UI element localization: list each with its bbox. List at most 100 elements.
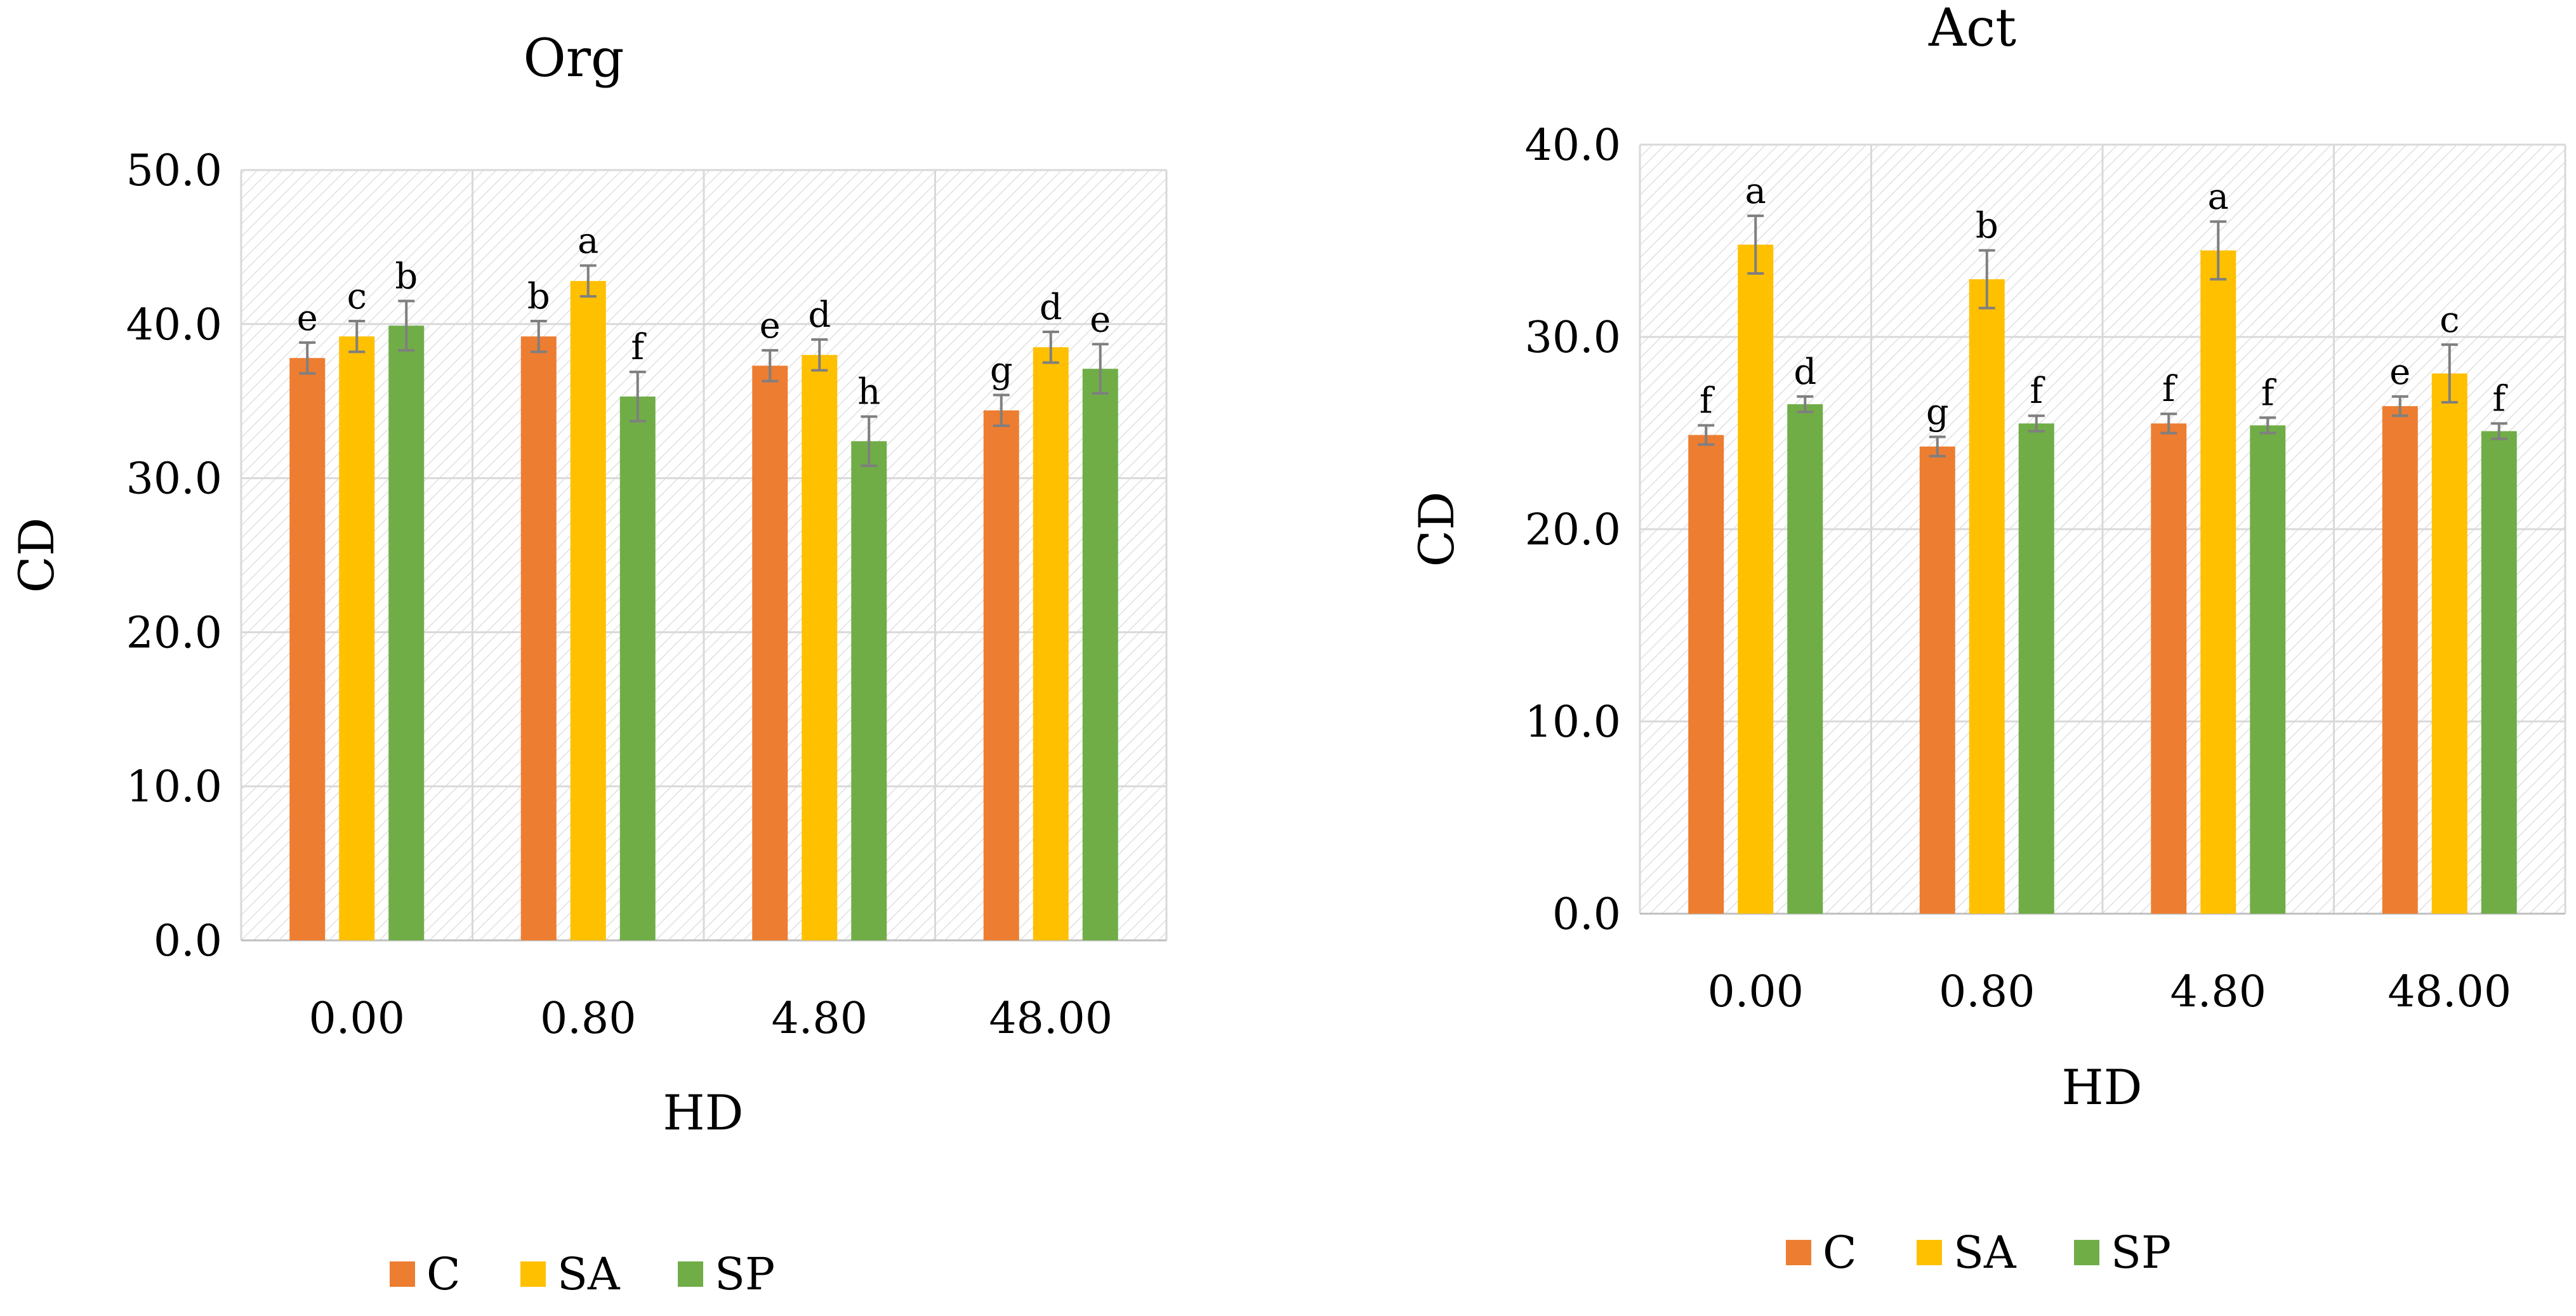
y-tick-label: 40.0 [1525, 121, 1621, 171]
x-tick-label: 0.80 [1939, 967, 2035, 1017]
error-bar-c-3 [993, 393, 1010, 428]
legend-swatch-c [1786, 1240, 1811, 1265]
y-tick-labels: 0.0 10.0 20.0 30.0 40.0 [1525, 121, 1621, 940]
bar-c-3 [2382, 406, 2418, 914]
y-tick-label: 20.0 [126, 608, 222, 658]
error-bar-c-2 [2160, 412, 2177, 435]
bar-c-3 [983, 410, 1019, 940]
chart-title: Act [1928, 0, 2016, 58]
letter-c-3: e [2389, 352, 2410, 393]
error-bar-c-0 [299, 341, 316, 375]
y-tick-label: 10.0 [126, 762, 222, 812]
legend-swatch-c [390, 1261, 415, 1287]
error-bar-sa-2 [811, 338, 828, 372]
letter-sp-2: h [857, 371, 880, 412]
chart-title: Org [524, 29, 624, 89]
x-tick-label: 48.00 [989, 994, 1113, 1044]
y-tick-labels: 0.0 10.0 20.0 30.0 40.0 50.0 [126, 146, 222, 966]
legend-swatch-sp [2074, 1240, 2099, 1265]
letter-c-1: g [1926, 392, 1949, 433]
bar-c-2 [752, 365, 788, 940]
letter-sp-0: b [395, 256, 418, 297]
legend-label-sa: SA [1953, 1227, 2017, 1279]
y-axis-label: CD [8, 517, 65, 593]
bar-c-1 [1919, 446, 1955, 914]
chart-org: Org e b e g c a d d b f h e 0.0 10.0 20.… [8, 29, 1168, 1300]
bar-c-1 [520, 336, 557, 940]
error-bar-sp-0 [1797, 395, 1814, 414]
bar-sp-2 [2250, 425, 2286, 914]
x-tick-label: 0.80 [540, 994, 636, 1044]
bar-sa-0 [1738, 244, 1774, 914]
y-tick-label: 30.0 [1525, 313, 1621, 363]
x-tick-label: 4.80 [2170, 967, 2266, 1017]
x-tick-label: 48.00 [2388, 967, 2511, 1017]
bar-sa-2 [802, 355, 838, 940]
error-bar-sa-2 [2210, 220, 2227, 281]
legend-label-c: C [1823, 1227, 1857, 1279]
letter-sp-0: d [1793, 352, 1816, 393]
error-bars [1698, 214, 2507, 457]
y-tick-label: 0.0 [1552, 890, 1621, 940]
bar-c-0 [1688, 435, 1724, 914]
bar-sp-3 [1082, 369, 1118, 940]
x-tick-labels: 0.00 0.80 4.80 48.00 [309, 994, 1113, 1044]
legend: C SA SP [1786, 1227, 2171, 1279]
letter-c-3: g [990, 350, 1013, 391]
error-bar-sa-1 [1978, 249, 1995, 310]
error-bar-c-0 [1698, 424, 1715, 446]
letter-sa-3: d [1040, 287, 1062, 328]
error-bar-sp-1 [2028, 414, 2045, 433]
error-bar-sa-3 [2441, 343, 2458, 404]
legend-swatch-sa [1917, 1240, 1942, 1265]
bar-sa-1 [570, 280, 606, 940]
letter-sa-1: b [1976, 206, 1998, 247]
bar-sa-3 [2431, 373, 2467, 914]
y-tick-label: 20.0 [1525, 505, 1621, 555]
error-bar-sp-2 [2259, 416, 2276, 435]
letter-sa-2: a [2208, 176, 2229, 218]
error-bar-c-1 [530, 319, 547, 353]
letter-c-2: e [760, 305, 781, 346]
chart-act: Act f g f e a b a c d f f f 0.0 10.0 20.… [1408, 0, 2566, 1279]
legend-label-sp: SP [715, 1248, 775, 1300]
bar-sp-1 [2018, 423, 2054, 914]
y-tick-label: 50.0 [126, 146, 222, 196]
bar-sa-0 [339, 336, 375, 940]
error-bar-c-3 [2391, 395, 2408, 418]
legend-swatch-sa [520, 1261, 546, 1287]
x-tick-label: 0.00 [309, 994, 405, 1044]
bar-sp-0 [1787, 404, 1823, 914]
x-tick-label: 4.80 [772, 994, 868, 1044]
bar-sp-1 [619, 396, 656, 940]
error-bar-c-1 [1929, 435, 1946, 457]
error-bar-c-2 [762, 349, 779, 383]
error-bar-sa-0 [1747, 214, 1764, 275]
y-tick-label: 40.0 [126, 300, 222, 350]
error-bar-sp-3 [1092, 343, 1109, 395]
bar-sp-3 [2481, 431, 2517, 914]
letter-c-1: b [527, 276, 550, 317]
error-bar-sa-1 [579, 264, 597, 298]
letter-sp-3: e [1090, 299, 1111, 340]
letter-sa-0: a [1745, 171, 1766, 212]
error-bar-sp-0 [398, 299, 415, 352]
error-bar-sa-3 [1042, 330, 1059, 364]
bar-sa-1 [1969, 279, 2005, 914]
error-bars [299, 264, 1109, 468]
bar-c-2 [2151, 423, 2187, 914]
error-bar-sp-3 [2490, 422, 2507, 440]
x-axis-label: HD [663, 1084, 743, 1141]
legend-label-sa: SA [557, 1248, 621, 1300]
legend-label-sp: SP [2111, 1227, 2171, 1279]
letter-sa-3: c [2440, 299, 2459, 341]
x-tick-labels: 0.00 0.80 4.80 48.00 [1708, 967, 2512, 1017]
letter-sa-2: d [808, 294, 831, 336]
legend-swatch-sp [678, 1261, 703, 1287]
legend: C SA SP [390, 1248, 775, 1300]
bar-c-0 [289, 358, 326, 940]
y-tick-label: 0.0 [154, 916, 222, 966]
legend-label-c: C [426, 1248, 461, 1300]
letter-sa-1: a [578, 221, 598, 262]
